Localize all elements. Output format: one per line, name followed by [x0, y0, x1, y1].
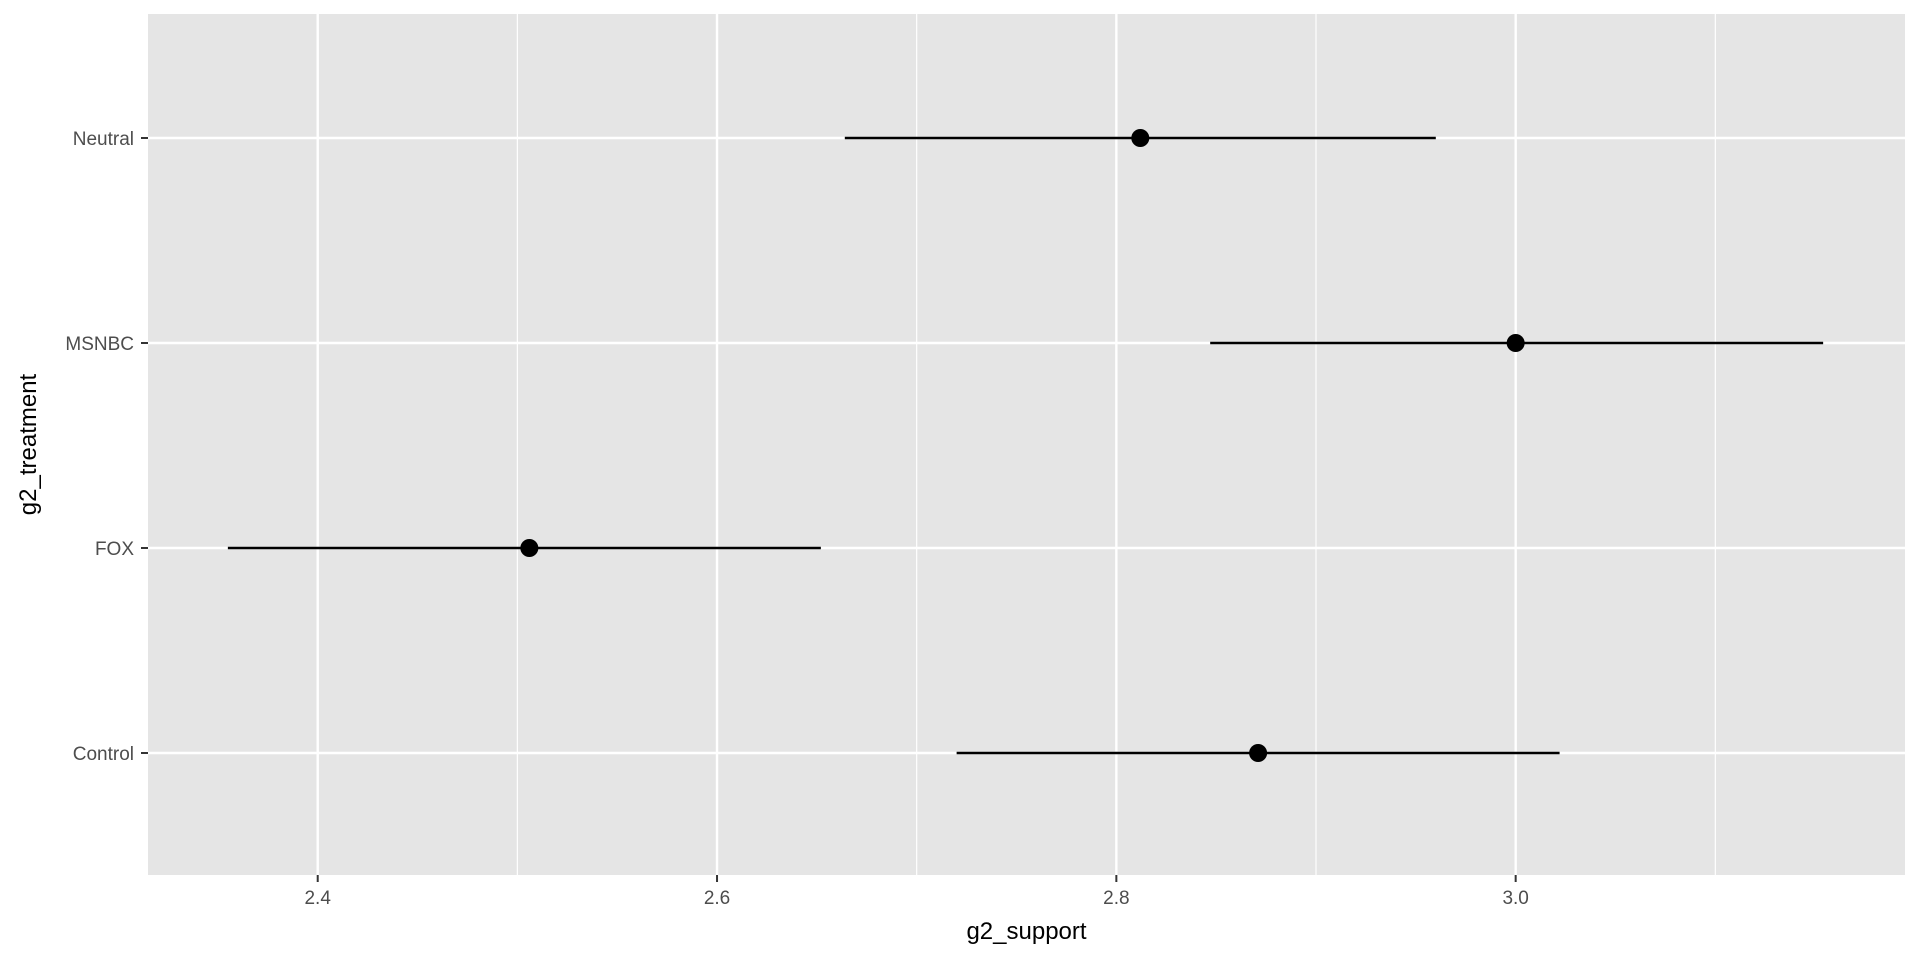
x-axis: 2.4 2.6 2.8 3.0 [304, 875, 1529, 909]
point-msnbc [1506, 334, 1525, 352]
x-tick-label: 2.4 [304, 888, 331, 909]
x-tick-label: 2.6 [704, 888, 730, 909]
y-tick-label: MSNBC [65, 334, 134, 355]
y-axis: Control FOX MSNBC Neutral [65, 129, 148, 765]
point-neutral [1131, 129, 1150, 147]
y-tick-label: Control [73, 744, 134, 765]
point-control [1249, 744, 1268, 762]
x-tick-label: 2.8 [1103, 888, 1129, 909]
plot-panel [148, 14, 1905, 875]
x-axis-title: g2_support [966, 918, 1086, 945]
point-ranges [227, 129, 1824, 762]
y-tick-label: Neutral [73, 129, 134, 150]
y-tick-label: FOX [95, 539, 134, 560]
y-axis-title: g2_treatment [15, 373, 42, 515]
x-tick-label: 3.0 [1502, 888, 1528, 909]
point-fox [520, 539, 539, 557]
minor-gridlines [516, 14, 1716, 875]
